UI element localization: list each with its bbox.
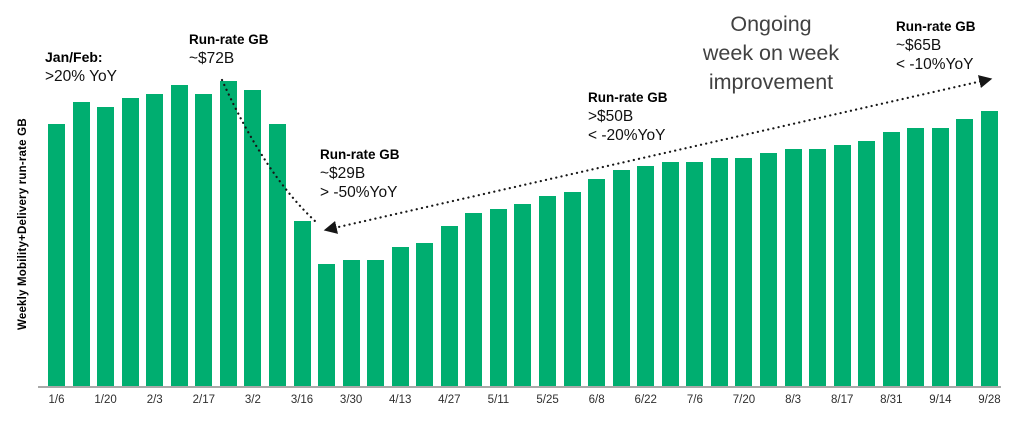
headline-text: Ongoing week on week improvement	[703, 10, 839, 97]
bar-2/10	[170, 85, 188, 387]
annotation-title: Run-rate GB	[896, 19, 976, 34]
x-tick-label: 1/20	[94, 394, 117, 406]
bar-9/28	[980, 110, 998, 387]
bar-2/3	[146, 93, 164, 387]
bar-6/15	[612, 170, 630, 387]
annotation-value: >$50B	[588, 108, 634, 125]
annotation-value: ~$29B	[320, 165, 366, 182]
x-tick-label: 9/28	[978, 394, 1001, 406]
bar-3/23	[318, 263, 336, 387]
x-tick-label: 6/22	[634, 394, 657, 406]
bar-7/27	[760, 153, 778, 387]
x-tick-label: 7/20	[732, 394, 756, 406]
annotation-latest-runrate: Run-rate GB ~$65B < -10%YoY	[896, 17, 976, 74]
headline-line: Ongoing	[730, 12, 812, 36]
annotation-jan-feb: Jan/Feb: >20% YoY	[45, 48, 117, 86]
x-tick-label: 7/6	[686, 394, 703, 406]
bar-6/29	[661, 161, 679, 387]
bar-4/27	[440, 225, 458, 387]
bar-8/24	[858, 140, 876, 387]
bar-9/7	[907, 127, 925, 387]
bar-7/20	[735, 157, 753, 387]
annotation-trough-runrate: Run-rate GB ~$29B > -50%YoY	[320, 145, 400, 202]
x-tick-label: 5/25	[536, 394, 559, 406]
bar-8/17	[833, 144, 851, 387]
x-tick-label: 3/16	[290, 394, 314, 406]
bar-3/16	[293, 221, 311, 387]
x-axis-line	[38, 386, 1001, 388]
annotation-peak-runrate: Run-rate GB ~$72B	[189, 30, 269, 68]
headline-line: week on week	[702, 41, 840, 65]
annotation-yoy: < -20%YoY	[588, 127, 666, 144]
annotation-yoy: > -50%YoY	[320, 184, 398, 201]
bar-3/9	[268, 123, 286, 387]
x-tick-label: 3/2	[244, 394, 261, 406]
bar-9/21	[956, 119, 974, 387]
headline-line: improvement	[708, 70, 834, 94]
x-tick-label: 2/17	[192, 394, 216, 406]
bar-5/25	[539, 195, 557, 387]
bar-6/8	[588, 178, 606, 387]
annotation-yoy: < -10%YoY	[896, 56, 974, 73]
bar-6/1	[563, 191, 581, 387]
x-tick-label: 2/3	[146, 394, 163, 406]
bar-1/13	[72, 102, 90, 387]
annotation-value: ~$65B	[896, 37, 942, 54]
bar-4/20	[416, 242, 434, 387]
x-tick-label: 4/27	[438, 394, 461, 406]
x-tick-label: 6/8	[588, 394, 605, 406]
bar-2/24	[219, 81, 237, 387]
bar-5/18	[514, 204, 532, 387]
annotation-title: Run-rate GB	[588, 90, 668, 105]
bar-5/4	[465, 212, 483, 387]
annotation-title: Run-rate GB	[320, 147, 400, 162]
bar-4/6	[367, 259, 385, 387]
x-tick-label: 8/17	[830, 394, 854, 406]
bar-1/27	[121, 98, 139, 387]
annotation-title: Run-rate GB	[189, 32, 269, 47]
x-tick-label: 4/13	[389, 394, 412, 406]
annotation-value: ~$72B	[189, 50, 235, 67]
bar-5/11	[489, 208, 507, 387]
bar-8/10	[809, 149, 827, 387]
annotation-value: >20% YoY	[45, 68, 117, 85]
bar-8/31	[882, 132, 900, 387]
y-axis-label: Weekly Mobility+Delivery run-rate GB	[17, 118, 29, 330]
x-tick-label: 5/11	[487, 394, 510, 406]
bar-4/13	[391, 246, 409, 387]
x-tick-label: 3/30	[339, 394, 363, 406]
bar-8/3	[784, 149, 802, 387]
bar-6/22	[637, 166, 655, 387]
x-tick-label: 1/6	[48, 394, 65, 406]
annotation-mid-runrate: Run-rate GB >$50B < -20%YoY	[588, 88, 668, 145]
bar-3/30	[342, 259, 360, 387]
bar-7/13	[710, 157, 728, 387]
bar-7/6	[686, 161, 704, 387]
bar-1/6	[48, 123, 65, 387]
x-tick-label: 9/14	[929, 394, 952, 406]
x-tick-label: 8/31	[880, 394, 903, 406]
annotation-title: Jan/Feb:	[45, 49, 103, 65]
bar-1/20	[97, 106, 115, 387]
bar-2/17	[195, 93, 213, 387]
bar-9/14	[931, 127, 949, 387]
x-tick-label: 8/3	[785, 394, 802, 406]
bar-3/2	[244, 89, 262, 387]
